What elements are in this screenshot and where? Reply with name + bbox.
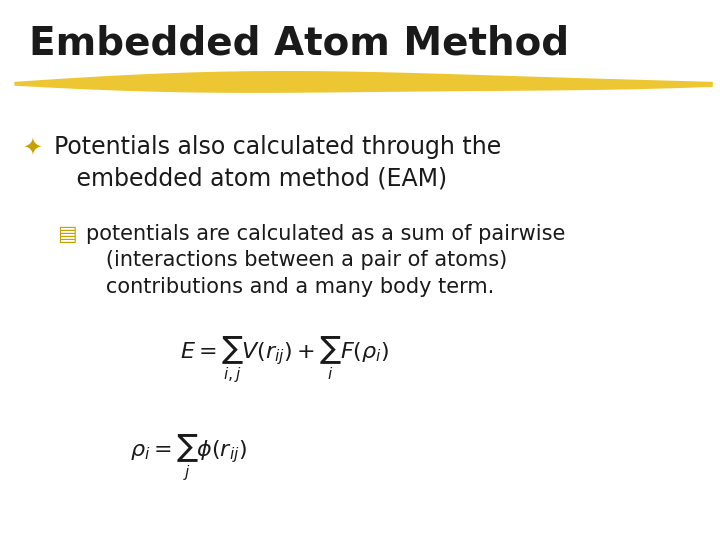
Text: $\rho_i = \sum_{j} \phi(r_{ij})$: $\rho_i = \sum_{j} \phi(r_{ij})$: [130, 432, 247, 483]
Text: Embedded Atom Method: Embedded Atom Method: [29, 24, 569, 62]
Text: Potentials also calculated through the
   embedded atom method (EAM): Potentials also calculated through the e…: [54, 135, 501, 191]
Text: $E = \sum_{i,j} V(r_{ij}) + \sum_{i} F(\rho_i)$: $E = \sum_{i,j} V(r_{ij}) + \sum_{i} F(\…: [180, 335, 390, 386]
Text: potentials are calculated as a sum of pairwise
   (interactions between a pair o: potentials are calculated as a sum of pa…: [86, 224, 566, 297]
Polygon shape: [14, 71, 713, 93]
Text: ▤: ▤: [58, 224, 77, 244]
Text: ✦: ✦: [22, 135, 41, 159]
